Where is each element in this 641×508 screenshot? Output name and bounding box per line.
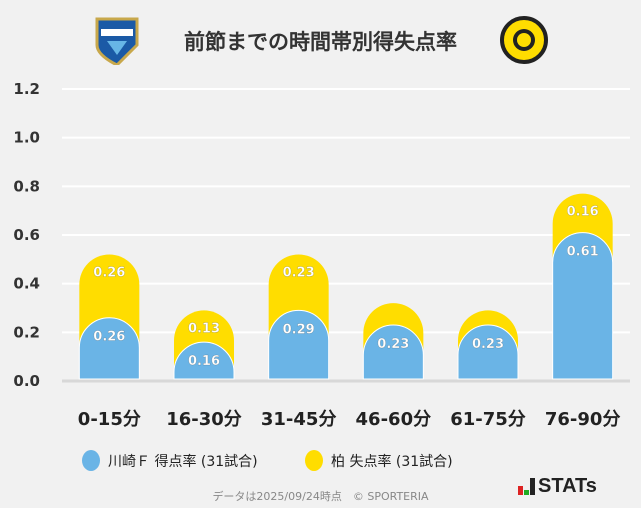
bar-kawasaki (78, 317, 140, 380)
y-tick-label: 1.0 (13, 129, 40, 147)
stats-logo: STATs (518, 475, 597, 498)
y-tick-label: 0.6 (13, 226, 40, 244)
kawasaki-emblem (95, 17, 139, 65)
y-tick-label: 0.4 (13, 275, 40, 293)
chart-title: 前節までの時間帯別得失点率 (184, 30, 457, 54)
x-tick-label: 31-45分 (261, 409, 337, 430)
x-tick-label: 0-15分 (78, 409, 141, 430)
stats-bars-icon (518, 478, 535, 495)
data-label-kashiwa: 0.23 (283, 265, 315, 280)
chart-area: 0.0 0.2 0.4 0.6 0.8 1.0 1.2 0.26 0.26 0-15分 0.13 0.… (13, 80, 630, 430)
data-label-kawasaki: 0.29 (283, 322, 315, 337)
legend-label: 川崎Ｆ 得点率 (31試合) (108, 453, 258, 470)
kashiwa-emblem (500, 16, 548, 64)
data-label-kawasaki: 0.23 (377, 337, 409, 352)
x-tick-label: 76-90分 (545, 409, 621, 430)
data-label-kashiwa: 0.16 (567, 205, 599, 220)
legend-item-kawasaki: 川崎Ｆ 得点率 (31試合) (82, 450, 258, 471)
legend-label: 柏 失点率 (31試合) (331, 453, 453, 470)
legend-swatch-yellow (305, 450, 323, 471)
legend-swatch-blue (82, 450, 100, 471)
bar-kawasaki (552, 232, 614, 380)
stats-wordmark: STATs (538, 475, 597, 497)
bar-kawasaki (173, 341, 235, 380)
y-tick-label: 0.2 (13, 323, 40, 341)
x-tick-label: 61-75分 (450, 409, 526, 430)
data-label-kashiwa: 0.13 (188, 321, 220, 336)
data-label-kawasaki: 0.61 (567, 245, 599, 260)
y-tick-label: 1.2 (13, 80, 40, 98)
data-label-kawasaki: 0.23 (472, 337, 504, 352)
data-label-kawasaki: 0.16 (188, 354, 220, 369)
bar-kawasaki (268, 310, 330, 380)
data-label-kawasaki: 0.26 (93, 330, 125, 345)
bar-kawasaki (362, 324, 424, 380)
bar-kawasaki (457, 324, 519, 380)
footer-note: データは2025/09/24時点 © SPORTERIA (212, 490, 429, 503)
y-tick-label: 0.8 (13, 177, 40, 195)
x-tick-label: 16-30分 (166, 409, 242, 430)
legend-item-kashiwa: 柏 失点率 (31試合) (305, 450, 453, 471)
y-tick-label: 0.0 (13, 372, 40, 390)
x-tick-label: 46-60分 (356, 409, 432, 430)
data-label-kashiwa: 0.26 (93, 265, 125, 280)
